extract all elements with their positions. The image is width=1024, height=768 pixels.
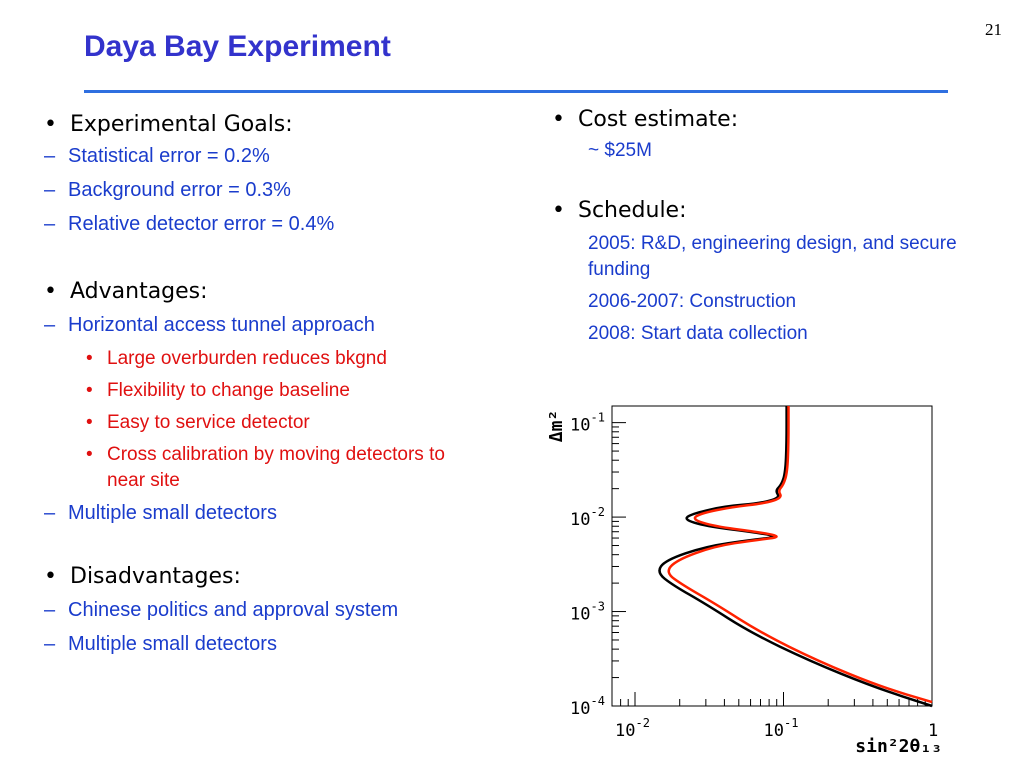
slide-number: 21 <box>985 20 1002 39</box>
advantage-subitem: Large overburden reduces bkgnd <box>0 346 510 372</box>
x-axis-label: sin²2θ₁₃ <box>855 736 942 757</box>
plot-frame <box>611 405 933 707</box>
disadvantage-item: Multiple small detectors <box>0 629 510 659</box>
advantages-heading: Advantages: <box>40 279 510 304</box>
schedule-item: 2006-2007: Construction <box>588 291 797 312</box>
disadvantage-item: Chinese politics and approval system <box>0 595 428 625</box>
x-tick-label: 1 <box>928 721 938 741</box>
advantage-subitem: Flexibility to change baseline <box>0 378 510 404</box>
x-tick-label: 10-2 <box>615 716 650 741</box>
schedule-item: 2008: Start data collection <box>588 323 808 344</box>
schedule-item: 2005: R&D, engineering design, and secur… <box>588 233 957 280</box>
cost-heading: Cost estimate: <box>548 107 988 132</box>
series-line-1 <box>667 406 933 704</box>
left-column: Experimental Goals: Statistical error = … <box>40 112 510 659</box>
advantage-item: Horizontal access tunnel approach <box>0 310 510 340</box>
cost-value: ~ $25M <box>588 140 652 161</box>
x-tick-label: 10-1 <box>764 716 799 741</box>
goal-item: Statistical error = 0.2% <box>0 141 510 171</box>
y-axis-label: Δm² <box>546 410 567 443</box>
y-tick-label: 10-3 <box>570 600 605 625</box>
goal-item: Relative detector error = 0.4% <box>0 209 510 239</box>
schedule-heading: Schedule: <box>548 198 988 223</box>
right-column: Cost estimate: ~ $25M Schedule: 2005: R&… <box>548 107 988 347</box>
advantage-subitem: Cross calibration by moving detectors to… <box>0 442 447 494</box>
y-tick-label: 10-1 <box>570 411 605 436</box>
series-line-0 <box>658 406 933 708</box>
title-underline <box>84 90 948 93</box>
page-title: Daya Bay Experiment <box>84 30 391 63</box>
goal-item: Background error = 0.3% <box>0 175 510 205</box>
y-tick-label: 10-4 <box>570 694 605 719</box>
y-tick-label: 10-2 <box>570 505 605 530</box>
goals-heading: Experimental Goals: <box>40 112 510 137</box>
disadvantages-heading: Disadvantages: <box>40 564 510 589</box>
advantage-subitem: Easy to service detector <box>0 410 510 436</box>
sensitivity-chart: Δm² 10-1 10-2 10-3 10-4 10-2 10-1 1 sin²2θ₁₃ <box>546 405 942 757</box>
advantage-item: Multiple small detectors <box>0 498 510 528</box>
